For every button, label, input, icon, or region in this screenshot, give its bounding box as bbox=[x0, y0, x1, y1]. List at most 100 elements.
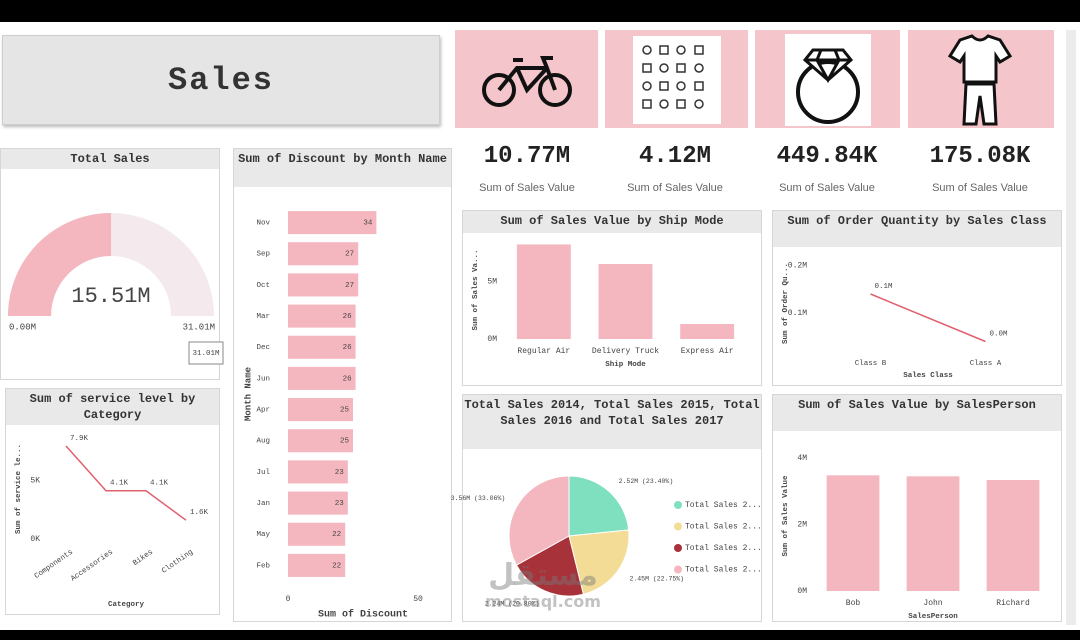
bar bbox=[288, 553, 346, 577]
chart-title: Sum of Sales Value by Ship Mode bbox=[463, 211, 761, 233]
x-axis-label: Sales Class bbox=[903, 372, 953, 380]
gauge-value-label: 15.51M bbox=[71, 284, 150, 309]
x-tick-label: Components bbox=[33, 549, 74, 581]
x-tick-label: 0 bbox=[286, 595, 291, 604]
y-tick-label: Aug bbox=[256, 438, 270, 446]
chart-card: 2.52M (23.40%) Total Sales 2... 2.45M (22.… bbox=[451, 394, 762, 622]
x-tick-label: John bbox=[923, 599, 942, 608]
bar bbox=[288, 398, 353, 422]
bar bbox=[906, 476, 960, 591]
y-tick-label: 0.1M bbox=[788, 309, 807, 318]
legend-swatch bbox=[674, 544, 682, 552]
accessories-icon bbox=[633, 36, 721, 124]
y-tick-label: 0K bbox=[30, 535, 40, 544]
legend-swatch bbox=[674, 501, 682, 509]
line bbox=[870, 293, 986, 343]
bar bbox=[288, 460, 348, 484]
line bbox=[65, 445, 187, 521]
header-title: Sales bbox=[167, 61, 274, 99]
x-tick-label: Bikes bbox=[132, 549, 155, 568]
chart-card: 0M 2M 4M Sum of Sales Value Bob John Richard Sa… bbox=[772, 394, 1062, 622]
y-tick-label: 0M bbox=[797, 587, 807, 596]
x-axis-label: Ship Mode bbox=[605, 361, 646, 369]
x-tick-label: Bob bbox=[846, 599, 861, 608]
bar bbox=[288, 491, 348, 515]
chart-title: Sum of service level by Category bbox=[6, 389, 219, 425]
y-tick-label: Mar bbox=[256, 313, 270, 321]
y-axis-label: Sum of service le... bbox=[15, 444, 23, 534]
clothing-icon bbox=[947, 34, 1013, 126]
legend-swatch bbox=[674, 565, 682, 574]
ring-icon bbox=[785, 34, 871, 126]
data-label: 22 bbox=[332, 562, 341, 570]
data-label: 1.6K bbox=[190, 509, 209, 517]
data-label: 2.52M (23.40%) bbox=[619, 478, 674, 485]
bottom-bar bbox=[0, 630, 1080, 640]
y-axis-label: Sum of Sales Va... bbox=[472, 249, 480, 330]
x-tick-label: Class A bbox=[970, 360, 1002, 368]
watermark-arabic: مستقل bbox=[488, 558, 598, 593]
chart: 0M 5M Sum of Sales Va... Regular Air Deliver… bbox=[472, 244, 735, 369]
bar bbox=[288, 273, 359, 297]
y-tick-label: Jan bbox=[256, 500, 270, 508]
bar bbox=[288, 304, 356, 328]
data-label: 22 bbox=[332, 531, 341, 539]
data-label: 26 bbox=[343, 344, 353, 352]
chart-card: 0.1M 0.2M Sum of Order Qu... 0.1M Class B 0.0… bbox=[772, 210, 1062, 386]
bar bbox=[826, 475, 880, 591]
data-label: 3.56M (33.06%) bbox=[451, 495, 506, 502]
bar bbox=[516, 244, 571, 339]
icon-card bbox=[755, 30, 900, 128]
scrollbar[interactable] bbox=[1066, 30, 1076, 625]
y-tick-label: 5K bbox=[30, 476, 40, 485]
x-tick-label: Richard bbox=[996, 599, 1030, 608]
header-box: Sales bbox=[2, 35, 440, 125]
legend-label: Total Sales 2... bbox=[685, 566, 762, 575]
data-label: 2.45M (22.75%) bbox=[629, 575, 684, 582]
icon-card bbox=[605, 30, 748, 128]
chart-title: Total Sales 2014, Total Sales 2015, Tota… bbox=[463, 395, 761, 449]
data-label: 0.0M bbox=[990, 330, 1009, 338]
chart: 0K 5K Sum of service le... 7.9K Components 4.… bbox=[15, 435, 209, 609]
legend-swatch bbox=[674, 522, 682, 531]
x-axis-label: SalesPerson bbox=[908, 613, 958, 621]
y-tick-label: 0.2M bbox=[788, 262, 807, 271]
kpi-value: 175.08K bbox=[929, 143, 1031, 170]
y-tick-label: Feb bbox=[256, 562, 270, 570]
x-tick-label: Express Air bbox=[681, 347, 734, 356]
kpi-label: Sum of Sales Value bbox=[479, 182, 575, 194]
chart-title: Sum of Discount by Month Name bbox=[234, 149, 451, 187]
data-label: 26 bbox=[343, 313, 353, 321]
y-tick-label: 4M bbox=[797, 454, 807, 463]
data-label: 4.1K bbox=[150, 480, 169, 488]
legend-label: Total Sales 2... bbox=[685, 523, 762, 532]
x-axis-label: Sum of Discount bbox=[318, 609, 408, 621]
data-label: 23 bbox=[335, 469, 345, 477]
pie-slice bbox=[515, 535, 584, 597]
data-label: 27 bbox=[345, 251, 354, 259]
chart-title: Sum of Order Quantity by Sales Class bbox=[773, 211, 1061, 247]
y-tick-label: Jun bbox=[256, 375, 270, 383]
data-label: 27 bbox=[345, 282, 354, 290]
data-label: 0.1M bbox=[875, 283, 894, 291]
kpi-label: Sum of Sales Value bbox=[779, 182, 875, 194]
bar bbox=[986, 480, 1040, 591]
bar bbox=[598, 264, 653, 339]
x-tick-label: Regular Air bbox=[517, 347, 570, 356]
kpi-label: Sum of Sales Value bbox=[627, 182, 723, 194]
data-label: 4.1K bbox=[110, 480, 129, 488]
y-tick-label: 2M bbox=[797, 520, 807, 529]
data-label: 25 bbox=[340, 407, 350, 415]
bar bbox=[288, 211, 377, 235]
y-tick-label: Jul bbox=[256, 469, 270, 477]
data-label: 2.24M (20.80%) bbox=[485, 601, 540, 608]
x-axis-label: Category bbox=[108, 601, 145, 609]
legend-label: Total Sales 2... bbox=[685, 501, 762, 510]
y-tick-label: 0M bbox=[487, 335, 497, 344]
chart: 2.52M (23.40%)Total Sales 2...2.45M (22.… bbox=[451, 475, 762, 608]
chart-title: Total Sales bbox=[1, 149, 219, 169]
data-label: 25 bbox=[340, 438, 350, 446]
bar bbox=[288, 429, 353, 453]
data-label: 23 bbox=[335, 500, 345, 508]
icon-card bbox=[455, 30, 598, 128]
